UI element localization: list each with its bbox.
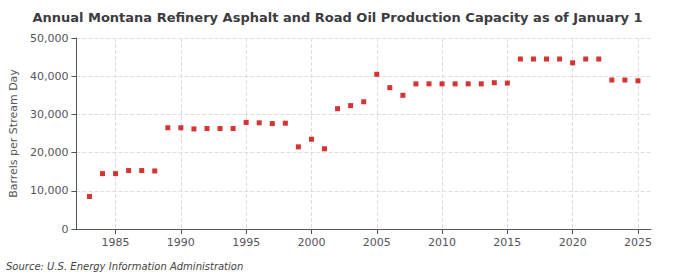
svg-text:2020: 2020 (559, 236, 587, 249)
svg-text:1985: 1985 (102, 236, 130, 249)
svg-text:2000: 2000 (297, 236, 325, 249)
svg-text:0: 0 (61, 223, 68, 236)
svg-text:20,000: 20,000 (30, 146, 69, 159)
svg-text:Source: U.S. Energy Informatio: Source: U.S. Energy Information Administ… (6, 261, 243, 272)
svg-text:2010: 2010 (428, 236, 456, 249)
svg-text:30,000: 30,000 (30, 108, 69, 121)
svg-text:Barrels per Stream Day: Barrels per Stream Day (7, 69, 20, 198)
svg-text:1990: 1990 (167, 236, 195, 249)
svg-text:2005: 2005 (363, 236, 391, 249)
svg-text:1995: 1995 (232, 236, 260, 249)
svg-text:10,000: 10,000 (30, 184, 69, 197)
svg-text:50,000: 50,000 (30, 32, 69, 45)
svg-text:2025: 2025 (624, 236, 652, 249)
svg-text:Annual Montana Refinery Asphal: Annual Montana Refinery Asphalt and Road… (32, 10, 642, 25)
svg-text:40,000: 40,000 (30, 70, 69, 83)
svg-text:2015: 2015 (493, 236, 521, 249)
